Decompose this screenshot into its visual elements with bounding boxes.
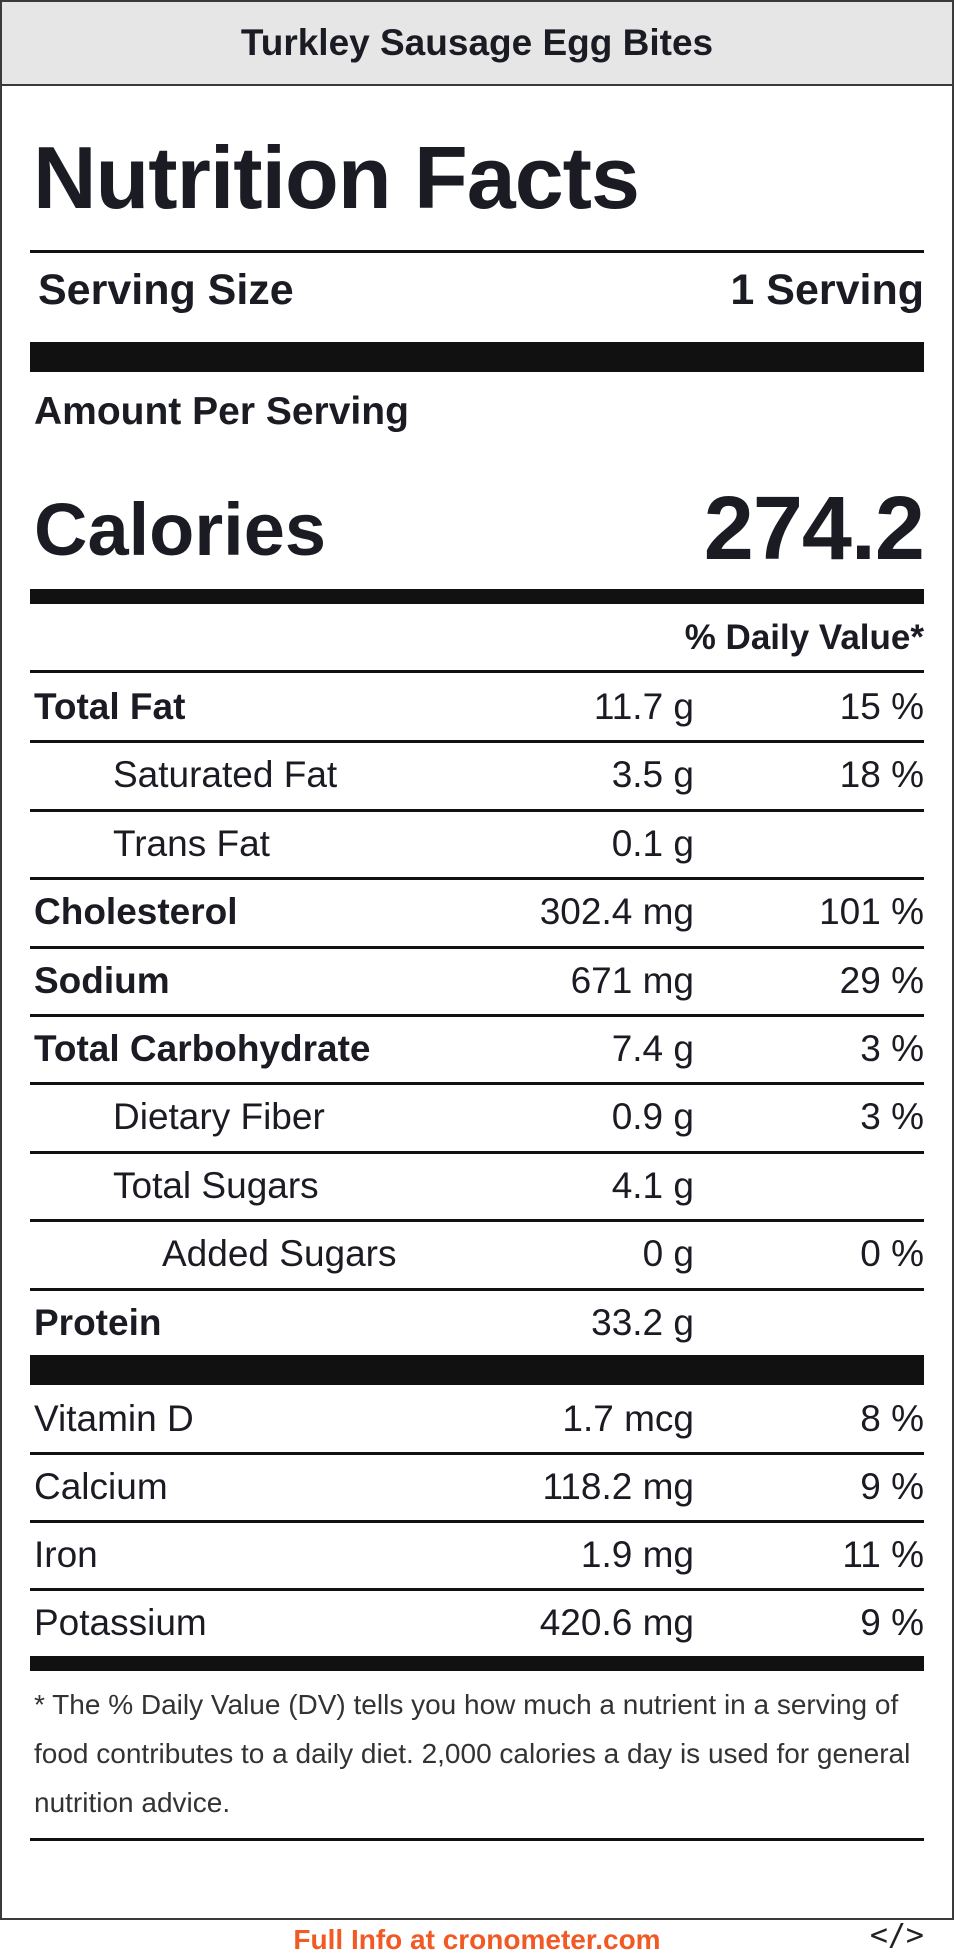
nutrient-name: Sodium [34, 959, 170, 1001]
divider [30, 877, 924, 881]
nutrient-name: Vitamin D [34, 1398, 194, 1439]
thick-divider [30, 342, 924, 372]
nutrient-amount: 3.5 g [611, 754, 694, 796]
nutrient-name: Saturated Fat [113, 754, 338, 796]
nutrient-row: Added Sugars 0 g 0 % [30, 1220, 924, 1288]
thick-divider [30, 1355, 924, 1385]
nutrient-daily-value: 18 % [839, 754, 924, 796]
nutrient-name: Protein [34, 1301, 162, 1343]
divider [30, 1588, 924, 1591]
nutrient-name: Calcium [34, 1466, 168, 1507]
calories-value: 274.2 [703, 478, 925, 579]
embed-code-icon[interactable]: </> [869, 1918, 924, 1953]
divider [30, 945, 924, 949]
amount-per-serving: Amount Per Serving [34, 390, 409, 433]
nutrient-daily-value: 3 % [860, 1096, 924, 1138]
nutrient-amount: 7.4 g [611, 1028, 694, 1069]
nutrient-row: Cholesterol 302.4 mg 101 % [30, 878, 924, 946]
nutrient-name: Total Sugars [113, 1164, 319, 1206]
nutrient-amount: 1.9 mg [580, 1534, 694, 1575]
nutrient-amount: 118.2 mg [542, 1466, 694, 1507]
nutrient-row: Total Fat 11.7 g 15 % [30, 673, 924, 741]
nutrient-amount: 0.1 g [611, 822, 694, 864]
nutrient-name: Total Fat [34, 686, 186, 727]
nutrient-row: Vitamin D 1.7 mcg 8 % [30, 1385, 924, 1453]
daily-value-header: % Daily Value* [684, 618, 924, 657]
medium-divider [30, 1656, 924, 1671]
nutrient-daily-value: 101 % [819, 891, 924, 933]
nutrient-row: Dietary Fiber 0.9 g 3 % [30, 1083, 924, 1151]
divider [30, 670, 924, 673]
nutrient-name: Total Carbohydrate [34, 1028, 371, 1069]
nutrient-daily-value: 9 % [860, 1602, 924, 1643]
nutrient-amount: 1.7 mcg [562, 1398, 694, 1439]
nutrient-row: Iron 1.9 mg 11 % [30, 1521, 924, 1589]
nutrient-name: Dietary Fiber [113, 1096, 325, 1138]
nutrient-daily-value: 11 % [842, 1534, 924, 1575]
divider [30, 1219, 924, 1223]
divider [30, 1082, 924, 1086]
nutrient-name: Potassium [34, 1602, 207, 1643]
nutrient-daily-value: 8 % [860, 1398, 924, 1439]
nutrient-daily-value: 29 % [839, 959, 924, 1001]
daily-value-footnote: * The % Daily Value (DV) tells you how m… [34, 1689, 911, 1818]
nutrient-row: Protein 33.2 g [30, 1289, 924, 1357]
serving-size-row: Serving Size 1 Serving [30, 251, 924, 329]
nutrient-name: Added Sugars [162, 1233, 397, 1275]
nutrient-daily-value: 15 % [839, 686, 924, 727]
divider [30, 1838, 924, 1841]
cronometer-link[interactable]: Full Info at cronometer.com [293, 1924, 661, 1955]
divider [30, 1452, 924, 1455]
nutrient-amount: 0 g [642, 1233, 694, 1275]
nutrient-amount: 671 mg [570, 959, 694, 1001]
nutrient-row: Sodium 671 mg 29 % [30, 947, 924, 1015]
nutrient-row: Trans Fat 0.1 g [30, 810, 924, 878]
nutrient-row: Calcium 118.2 mg 9 % [30, 1453, 924, 1521]
nutrient-name: Trans Fat [113, 822, 270, 864]
calories-label: Calories [34, 487, 327, 571]
divider [30, 808, 924, 812]
nutrient-daily-value: 3 % [860, 1028, 924, 1069]
nutrient-row: Potassium 420.6 mg 9 % [30, 1589, 924, 1657]
nutrient-amount: 4.1 g [611, 1164, 694, 1206]
medium-divider [30, 589, 924, 604]
nutrient-amount: 11.7 g [593, 686, 694, 727]
nutrient-amount: 0.9 g [611, 1096, 694, 1138]
nutrient-name: Cholesterol [34, 891, 238, 933]
nutrition-facts-heading: Nutrition Facts [33, 128, 640, 227]
divider [30, 1520, 924, 1523]
calories-row: Calories 274.2 [30, 459, 925, 599]
nutrient-row: Total Carbohydrate 7.4 g 3 % [30, 1015, 924, 1083]
nutrient-amount: 302.4 mg [539, 891, 694, 933]
divider [30, 1014, 924, 1017]
nutrient-row: Total Sugars 4.1 g [30, 1152, 924, 1220]
nutrient-name: Iron [34, 1534, 98, 1575]
nutrient-daily-value: 9 % [860, 1466, 924, 1507]
nutrient-amount: 420.6 mg [539, 1602, 694, 1643]
divider [30, 250, 924, 253]
recipe-title: Turkley Sausage Egg Bites [2, 2, 952, 86]
nutrient-daily-value: 0 % [860, 1233, 924, 1275]
serving-size-value: 1 Serving [730, 265, 924, 314]
divider [30, 1287, 924, 1291]
divider [30, 740, 924, 744]
serving-size-label: Serving Size [38, 265, 294, 314]
nutrient-amount: 33.2 g [591, 1301, 694, 1343]
divider [30, 1150, 924, 1154]
nutrient-row: Saturated Fat 3.5 g 18 % [30, 741, 924, 809]
